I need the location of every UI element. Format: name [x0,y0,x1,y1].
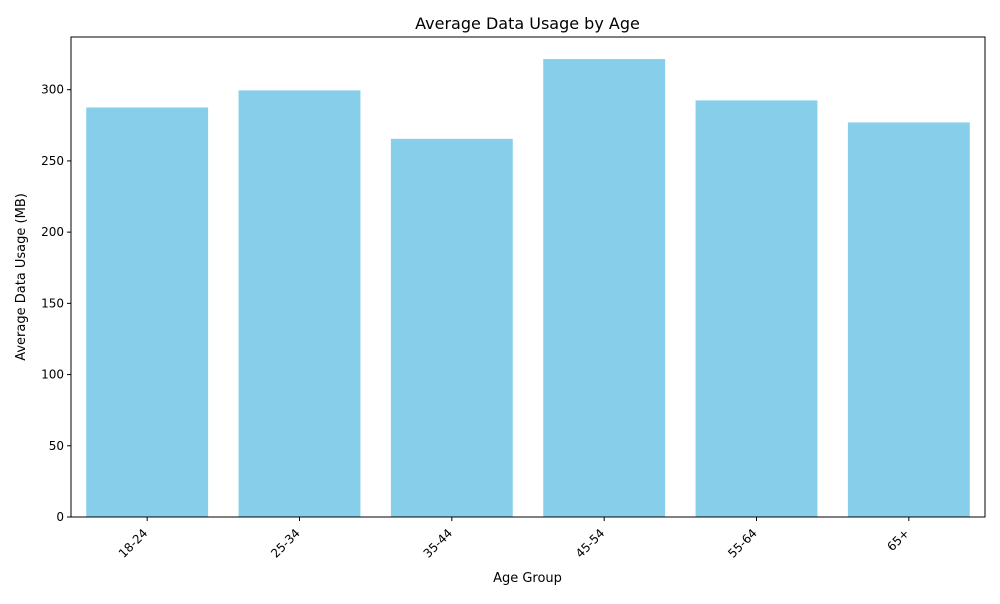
y-tick-label: 250 [41,154,64,168]
y-axis-label: Average Data Usage (MB) [14,193,29,361]
y-tick-label: 200 [41,225,64,239]
bar-25-34 [238,90,361,517]
bar-18-24 [86,107,209,517]
x-axis-label: Age Group [493,571,562,586]
y-axis: 0 50 100 150 200 250 300 [41,83,71,524]
y-tick-label: 100 [41,368,64,382]
x-tick-label: 55-64 [725,526,760,561]
plot-frame [70,36,986,518]
bar-55-64 [695,100,818,518]
x-tick-label: 45-54 [573,526,608,561]
y-tick-label: 0 [56,510,64,524]
chart-title: Average Data Usage by Age [415,14,640,33]
bars-group [86,59,970,518]
x-tick-label: 65+ [884,526,912,554]
x-tick-label: 18-24 [116,526,151,561]
bar-65+ [847,122,970,518]
y-tick-label: 50 [49,439,64,453]
bar-45-54 [543,59,666,518]
x-axis: 18-24 25-34 35-44 45-54 55-64 65+ [116,517,912,561]
y-tick-label: 150 [41,296,64,310]
y-tick-label: 300 [41,83,64,97]
x-tick-label: 25-34 [268,526,303,561]
x-tick-label: 35-44 [421,526,456,561]
bar-35-44 [390,138,513,517]
